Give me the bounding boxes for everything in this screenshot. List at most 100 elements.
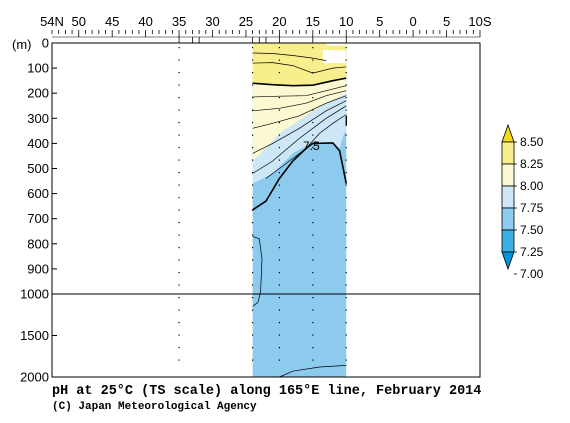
station-dot: [252, 309, 254, 311]
colorbar-segment: [501, 185, 515, 209]
colorbar-top-arrow: [501, 123, 515, 143]
region-blank-upper: [322, 50, 346, 64]
y-tick-label: 800: [27, 236, 49, 251]
station-dot: [278, 359, 280, 361]
region-800-825: [252, 43, 347, 86]
station-dot: [252, 59, 254, 61]
station-dot: [345, 159, 347, 161]
station-dot: [278, 72, 280, 74]
contour-deep-left: [252, 235, 263, 307]
station-dot: [178, 184, 180, 186]
station-dot: [252, 172, 254, 174]
station-dot: [312, 297, 314, 299]
y-tick-label: 2000: [20, 370, 49, 385]
contour-lines: [252, 52, 348, 377]
y-tick-label: 400: [27, 136, 49, 151]
station-dot: [252, 347, 254, 349]
colorbar-label: 8.25: [520, 157, 544, 171]
station-dot: [278, 222, 280, 224]
chart-title: pH at 25°C (TS scale) along 165°E line, …: [52, 384, 481, 399]
x-tick-label: 54N: [40, 14, 64, 29]
station-dot: [278, 334, 280, 336]
station-dot: [178, 272, 180, 274]
station-dot: [278, 159, 280, 161]
station-dot: [178, 47, 180, 49]
station-dot: [178, 172, 180, 174]
station-dot: [252, 297, 254, 299]
contour-thin-5: [252, 95, 347, 129]
station-dot: [345, 284, 347, 286]
station-dot: [312, 359, 314, 361]
colorbar-bottom-arrow: [501, 251, 515, 271]
contour-thin-1: [252, 52, 327, 61]
station-dot: [312, 347, 314, 349]
station-dot: [345, 359, 347, 361]
colorbar-segment: [501, 163, 515, 187]
station-dot: [252, 247, 254, 249]
colorbar-label: 8.50: [520, 135, 544, 149]
station-dot: [312, 334, 314, 336]
y-tick-label: 300: [27, 111, 49, 126]
station-dot: [345, 172, 347, 174]
station-dot: [178, 147, 180, 149]
x-tick-label: 50: [72, 14, 86, 29]
x-tick-label: 30: [205, 14, 219, 29]
contour-thin-6: [252, 100, 347, 154]
station-dot: [312, 59, 314, 61]
contour-label: 7.5: [303, 139, 320, 153]
y-tick-label: 700: [27, 211, 49, 226]
station-dot: [252, 147, 254, 149]
station-dot: [252, 234, 254, 236]
credit-text: (C) Japan Meteorological Agency: [52, 401, 257, 413]
contour-deep-bottom: [279, 365, 347, 377]
x-tick-label: 15: [306, 14, 320, 29]
contour-thin-8: [265, 114, 347, 179]
station-dot: [345, 234, 347, 236]
station-dot: [345, 47, 347, 49]
station-dot: [178, 284, 180, 286]
station-dot: [312, 259, 314, 261]
station-dot: [178, 84, 180, 86]
x-tick-label: 20: [272, 14, 286, 29]
station-dot: [178, 247, 180, 249]
station-dot: [312, 209, 314, 211]
station-dot: [178, 359, 180, 361]
station-dot: [278, 184, 280, 186]
station-dot: [252, 109, 254, 111]
station-dot: [178, 122, 180, 124]
station-dot: [312, 272, 314, 274]
station-dot: [178, 134, 180, 136]
station-dot: [312, 309, 314, 311]
station-dot: [278, 122, 280, 124]
station-dot: [312, 72, 314, 74]
x-tick-label: 25: [239, 14, 253, 29]
station-dot: [252, 197, 254, 199]
station-dot: [252, 72, 254, 74]
station-dot: [178, 259, 180, 261]
y-tick-label: 200: [27, 86, 49, 101]
x-tick-label: 5: [376, 14, 383, 29]
station-dot: [345, 197, 347, 199]
station-dot: [345, 72, 347, 74]
station-dot: [178, 297, 180, 299]
station-dot: [178, 334, 180, 336]
station-dot: [278, 47, 280, 49]
station-dot: [345, 97, 347, 99]
station-dot: [312, 134, 314, 136]
station-dot: [278, 347, 280, 349]
station-dot: [345, 184, 347, 186]
station-dot: [278, 322, 280, 324]
region-750-775-edge: [340, 115, 347, 134]
station-dot: [278, 247, 280, 249]
station-dot: [312, 147, 314, 149]
station-dot: [278, 172, 280, 174]
station-dot: [312, 222, 314, 224]
x-tick-label: 40: [138, 14, 152, 29]
station-dot: [252, 284, 254, 286]
station-dot: [278, 209, 280, 211]
station-dot: [178, 197, 180, 199]
station-dot: [312, 172, 314, 174]
y-unit-label: (m): [12, 37, 32, 52]
y-tick-label: 1500: [20, 328, 49, 343]
station-dot: [312, 184, 314, 186]
